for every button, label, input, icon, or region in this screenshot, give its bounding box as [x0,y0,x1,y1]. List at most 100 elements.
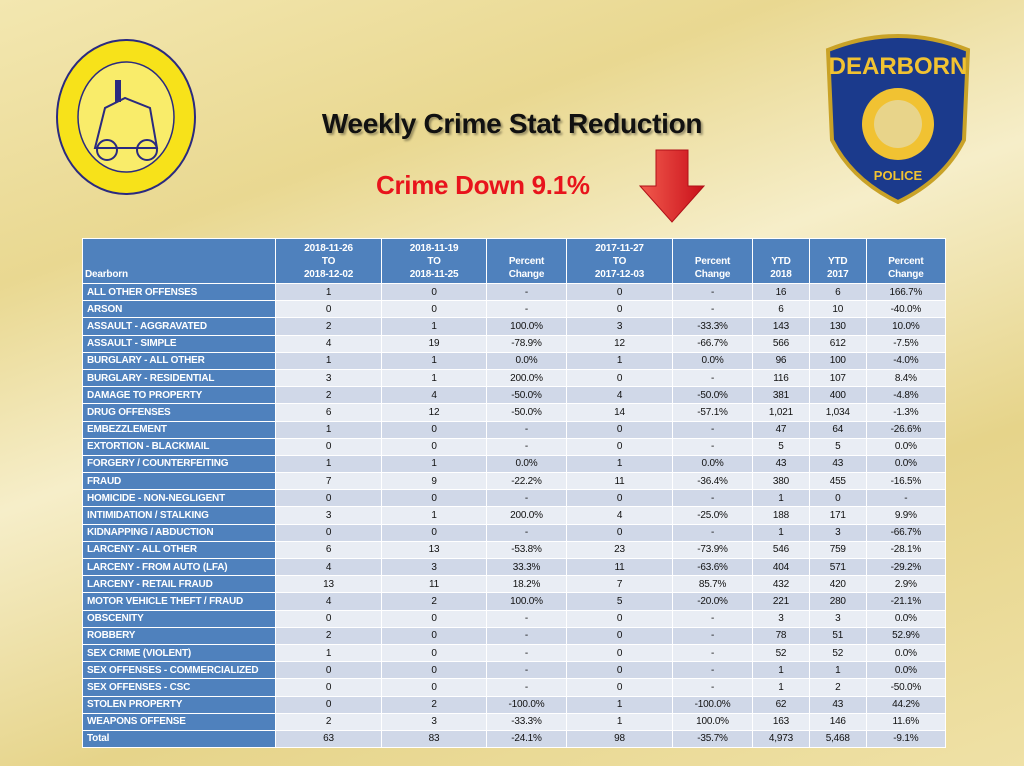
table-cell: 404 [752,557,810,577]
table-cell: -36.4% [672,472,754,491]
table-cell: 0 [274,300,383,319]
table-row: SEX OFFENSES - COMMERCIALIZED 0 0-0-1 1 0.0% [82,661,947,680]
table-cell: 100.0% [485,592,567,611]
table-cell: 1 [752,661,810,680]
table-cell: 3 [381,712,487,731]
table-cell: 12 [565,334,674,353]
table-cell: - [485,300,567,319]
table-cell: 146 [808,712,867,731]
column-header: 2018-11-19 TO 2018-11-25 [381,238,487,284]
table-cell: -7.5% [865,334,947,353]
table-cell: 0 [808,489,867,508]
header-line: Percent [508,256,545,267]
table-cell: 455 [808,472,867,491]
column-header: Percent Change [672,238,754,284]
table-cell: 43 [808,695,867,714]
table-cell: 432 [752,575,810,594]
table-row: DRUG OFFENSES 6 12 -50.0% 14 -57.1% 1,021 1,034… [82,403,947,422]
table-row: FORGERY / COUNTERFEITING 1 1 0.0% 1 0.0% 43 43 0… [82,454,947,474]
table-cell: 2 [274,386,383,405]
table-row: ASSAULT - AGGRAVATED 2 1 100.0% 3 -33.3% 143 13… [82,317,947,336]
row-label: EMBEZZLEMENT [82,420,276,439]
row-label: SEX OFFENSES - CSC [82,678,276,697]
table-cell: 4 [274,592,383,611]
table-cell: - [865,489,947,508]
table-cell: 0 [565,282,674,302]
row-label: LARCENY - FROM AUTO (LFA) [82,557,276,577]
table-cell: 64 [808,420,867,439]
city-seal-logo [56,39,196,195]
table-cell: 420 [808,575,867,594]
table-cell: 5,468 [808,729,867,749]
table-cell: - [485,420,567,439]
table-cell: -29.2% [865,557,947,577]
table-cell: 85.7% [672,575,754,594]
table-cell: 100.0% [672,712,754,731]
row-label: SEX CRIME (VIOLENT) [82,643,276,663]
table-cell: - [485,678,567,697]
table-cell: - [672,368,754,388]
table-cell: 546 [752,540,810,560]
table-cell: 4 [274,557,383,577]
header-line: Change [888,269,924,280]
table-cell: 0 [565,523,674,542]
table-cell: 1 [274,420,383,439]
column-header: 2018-11-26 TO 2018-12-02 [274,238,383,284]
table-cell: -100.0% [485,695,567,714]
table-cell: 6 [808,282,867,302]
row-label: ROBBERY [82,626,276,645]
table-cell: - [672,437,754,456]
table-cell: 0.0% [865,454,947,474]
table-row: OBSCENITY 0 0-0-3 3 0.0% [82,609,947,628]
column-header: YTD 2017 [808,238,867,284]
table-cell: 16 [752,282,810,302]
table-cell: 171 [808,506,867,525]
table-cell: 0 [381,661,487,680]
table-cell: 0 [381,489,487,508]
header-line: TO [612,256,627,267]
table-cell: 51 [808,626,867,645]
table-cell: 0 [381,626,487,645]
table-row: LARCENY - ALL OTHER 6 13 -53.8% 23 -73.9% 546 7… [82,540,947,560]
table-cell: -21.1% [865,592,947,611]
table-cell: 0.0% [672,454,754,474]
table-cell: - [672,300,754,319]
row-label: INTIMIDATION / STALKING [82,506,276,525]
table-cell: - [672,420,754,439]
table-cell: 1 [565,712,674,731]
table-cell: 5 [808,437,867,456]
table-cell: -63.6% [672,557,754,577]
table-cell: 1 [565,351,674,370]
table-cell: 0 [274,489,383,508]
header-line: 2018-11-26 [304,243,353,254]
table-cell: 9.9% [865,506,947,525]
row-label: DAMAGE TO PROPERTY [82,386,276,405]
table-cell: 0.0% [865,437,947,456]
table-cell: 0 [565,420,674,439]
table-cell: 0 [381,437,487,456]
table-cell: 4 [274,334,383,353]
row-label: LARCENY - RETAIL FRAUD [82,575,276,594]
table-cell: 2 [274,626,383,645]
header-line: Percent [694,256,731,267]
header-line: TO [321,256,336,267]
row-label: STOLEN PROPERTY [82,695,276,714]
table-cell: 163 [752,712,810,731]
row-label: ASSAULT - SIMPLE [82,334,276,353]
row-label: OBSCENITY [82,609,276,628]
down-arrow-icon [638,149,706,223]
table-cell: 200.0% [485,506,567,525]
svg-text:DEARBORN: DEARBORN [829,53,968,80]
table-cell: 6 [274,403,383,422]
table-cell: 380 [752,472,810,491]
table-cell: 1 [381,368,487,388]
table-row: HOMICIDE - NON-NEGLIGENT 0 0-0-1 0- [82,489,947,508]
table-cell: 0 [274,523,383,542]
table-cell: - [485,609,567,628]
header-line: Change [694,269,731,280]
table-row: ASSAULT - SIMPLE 4 19 -78.9% 12 -66.7% 566 612-… [82,334,947,353]
table-cell: 1 [381,454,487,474]
table-cell: 0 [381,678,487,697]
table-cell: 0 [274,695,383,714]
table-cell: 280 [808,592,867,611]
